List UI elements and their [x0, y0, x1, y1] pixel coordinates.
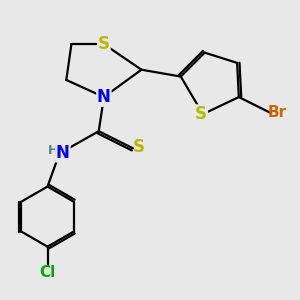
Text: N: N	[56, 144, 70, 162]
Text: N: N	[97, 88, 111, 106]
Text: Cl: Cl	[39, 265, 56, 280]
Text: S: S	[195, 105, 207, 123]
Text: H: H	[48, 144, 58, 157]
Text: Br: Br	[268, 105, 287, 120]
Text: S: S	[98, 35, 110, 53]
Text: S: S	[133, 138, 145, 156]
